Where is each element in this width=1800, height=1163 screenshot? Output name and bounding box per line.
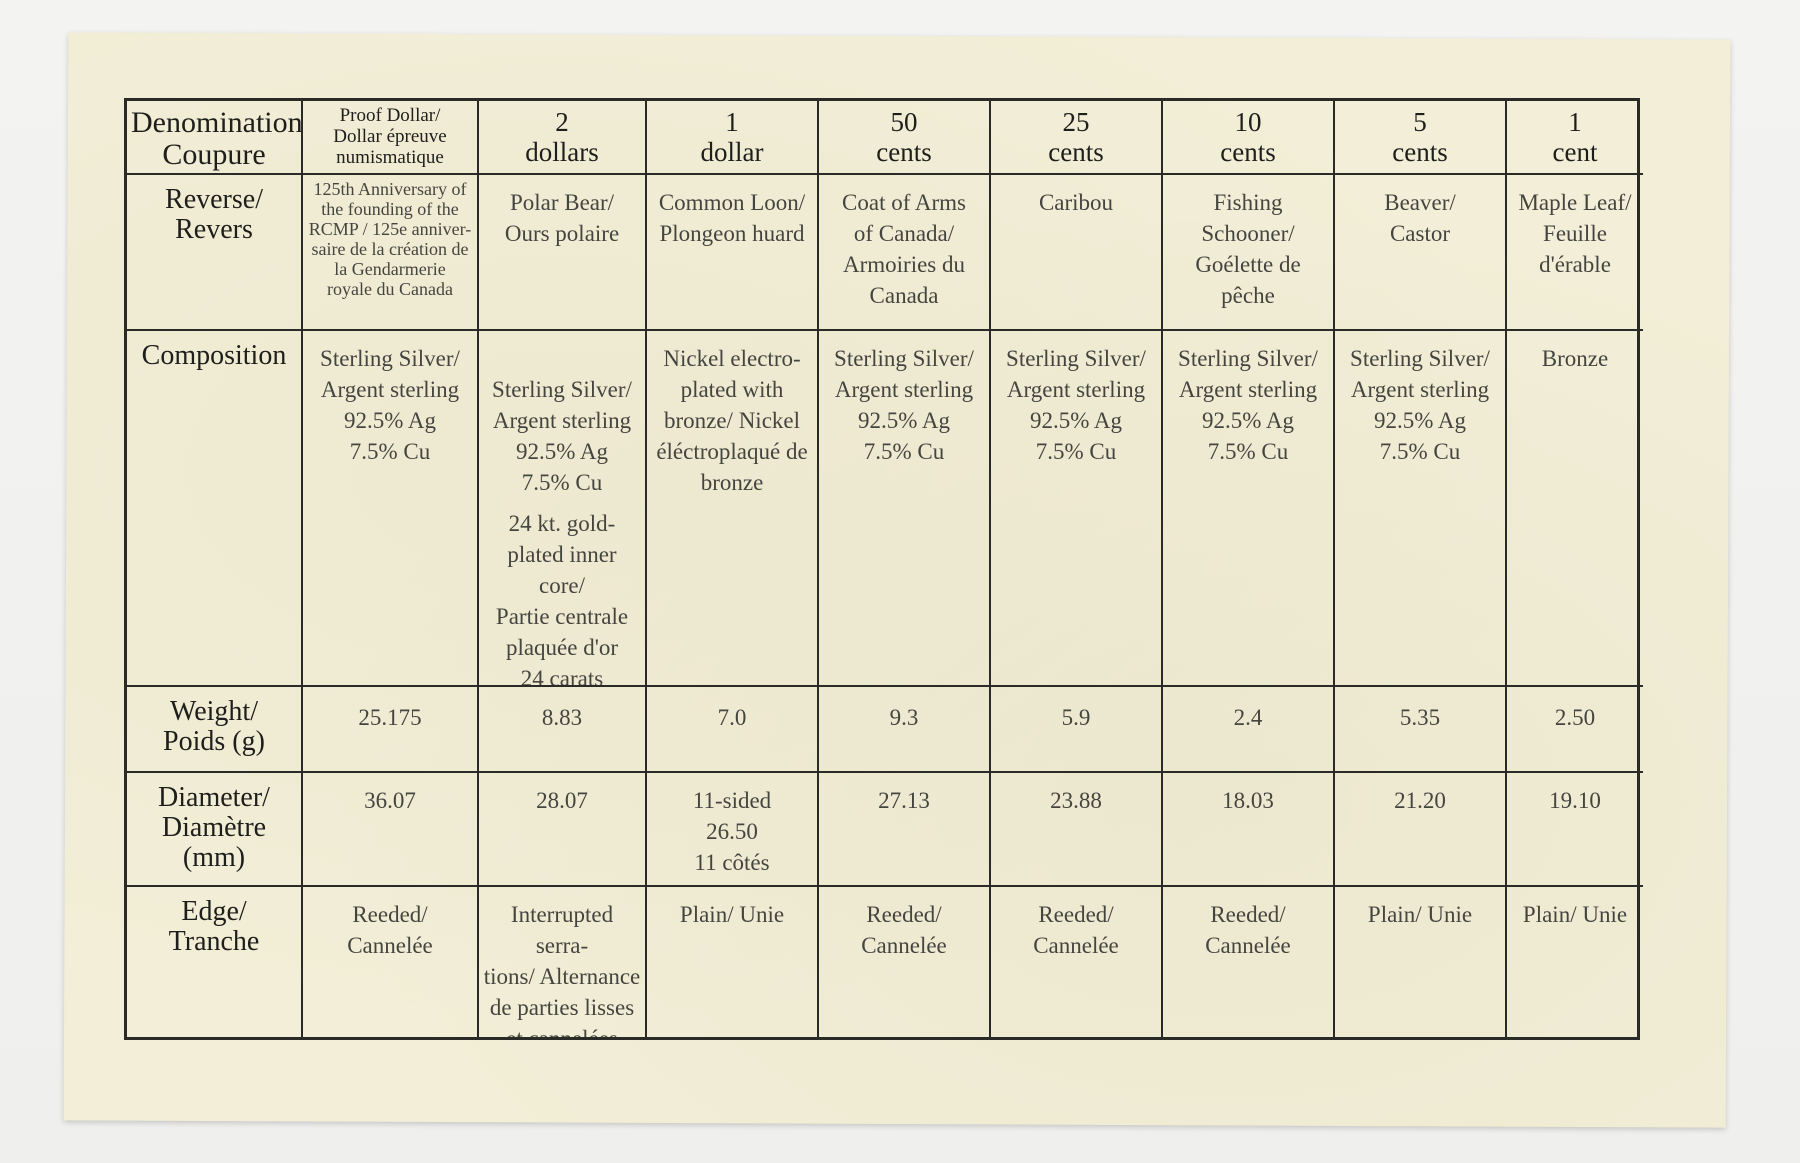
table-cell: 11-sided 26.50 11 côtés	[647, 773, 819, 887]
column-header-proof-dollar: Proof Dollar/ Dollar épreuve numismatiqu…	[303, 101, 479, 175]
table-cell: 25.175	[303, 687, 479, 773]
coin-specifications-table: Denomination/ Coupure Proof Dollar/ Doll…	[124, 98, 1643, 1040]
table-cell: 9.3	[819, 687, 991, 773]
table-cell: Plain/ Unie	[1522, 902, 1628, 927]
table-cell: 8.83	[479, 687, 647, 773]
table-cell: 2.50	[1507, 687, 1643, 773]
table-cell: Reeded/ Cannelée	[819, 887, 991, 1037]
table-cell: Plain/ Unie	[647, 887, 819, 1037]
denomination-header: Denomination/ Coupure	[127, 101, 303, 175]
composition-2-dollars: Sterling Silver/ Argent sterling 92.5% A…	[492, 377, 632, 495]
table-cell: Sterling Silver/ Argent sterling 92.5% A…	[1163, 331, 1335, 687]
column-header-2-dollars: 2 dollars	[479, 101, 647, 175]
row-label-weight: Weight/ Poids (g)	[127, 687, 303, 773]
table-cell: Reeded/ Cannelée	[1163, 887, 1335, 1037]
table-cell: Fishing Schooner/ Goélette de pêche	[1163, 175, 1335, 331]
row-label-edge: Edge/ Tranche	[127, 887, 303, 1037]
table-cell: 23.88	[991, 773, 1163, 887]
composition-2-dollars-core: 24 kt. gold- plated inner core/ Partie c…	[495, 511, 629, 687]
table-cell: Sterling Silver/ Argent sterling 92.5% A…	[303, 331, 479, 687]
column-header-10-cents: 10 cents	[1163, 101, 1335, 175]
table-cell: Sterling Silver/ Argent sterling 92.5% A…	[1335, 331, 1507, 687]
table-cell: Interrupted serra- tions/ Alternance de …	[479, 887, 647, 1037]
table-cell: 21.20	[1335, 773, 1507, 887]
column-header-1-dollar: 1 dollar	[647, 101, 819, 175]
table-cell: 5.35	[1335, 687, 1507, 773]
table-cell: 27.13	[819, 773, 991, 887]
table-cell: Nickel electro- plated with bronze/ Nick…	[647, 331, 819, 687]
table-cell: Common Loon/ Plongeon huard	[647, 175, 819, 331]
table-cell: Reeded/ Cannelée	[303, 887, 479, 1037]
column-header-5-cents: 5 cents	[1335, 101, 1507, 175]
table-cell: Reeded/ Cannelée	[991, 887, 1163, 1037]
column-header-25-cents: 25 cents	[991, 101, 1163, 175]
table-cell: Sterling Silver/ Argent sterling 92.5% A…	[479, 331, 647, 687]
table-cell: Beaver/ Castor	[1335, 175, 1507, 331]
table-cell: 7.0	[647, 687, 819, 773]
table-cell: 19.10	[1507, 773, 1643, 887]
column-header-50-cents: 50 cents	[819, 101, 991, 175]
table-cell: 2.4	[1163, 687, 1335, 773]
table-cell: Caribou	[991, 175, 1163, 331]
table-cell: Sterling Silver/ Argent sterling 92.5% A…	[991, 331, 1163, 687]
row-label-diameter: Diameter/ Diamètre (mm)	[127, 773, 303, 887]
table-cell: 125th Anniversary of the founding of the…	[303, 175, 479, 331]
table-cell: Coat of Arms of Canada/ Armoiries du Can…	[819, 175, 991, 331]
row-label-composition: Composition	[127, 331, 303, 687]
column-header-1-cent: 1 cent	[1507, 101, 1643, 175]
table-cell: Sterling Silver/ Argent sterling 92.5% A…	[819, 331, 991, 687]
row-label-reverse: Reverse/ Revers	[127, 175, 303, 331]
table-cell: 18.03	[1163, 773, 1335, 887]
table-cell: 28.07	[479, 773, 647, 887]
table-cell: Maple Leaf/ Feuille d'érable	[1507, 175, 1643, 331]
table-cell: 36.07	[303, 773, 479, 887]
table-cell: Polar Bear/ Ours polaire	[479, 175, 647, 331]
table-cell: Plain/ Unie	[1335, 887, 1507, 1037]
table-cell: 5.9	[991, 687, 1163, 773]
table-cell: Bronze	[1507, 331, 1643, 687]
